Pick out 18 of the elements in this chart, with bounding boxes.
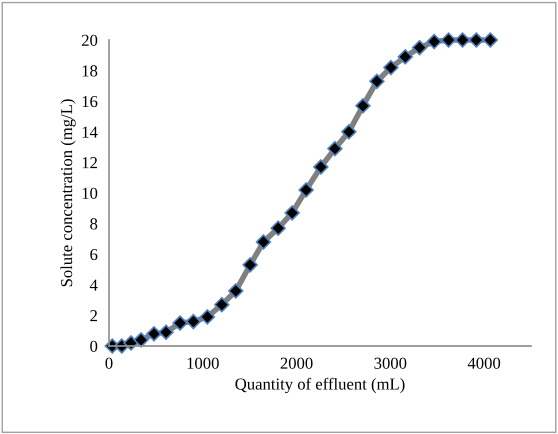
x-tick-label: 1000 — [188, 358, 219, 369]
y-tick-label: 8 — [90, 218, 98, 230]
y-tick-label: 10 — [82, 188, 98, 199]
y-tick-label: 0 — [90, 340, 98, 352]
x-tick-label: 3000 — [374, 358, 406, 369]
x-axis-title: Quantity of effluent (mL) — [235, 378, 405, 394]
y-tick-label: 6 — [90, 248, 98, 260]
y-tick-label: 18 — [82, 65, 98, 77]
y-tick-label: 2 — [90, 310, 97, 322]
x-tick-label: 2000 — [280, 358, 313, 369]
y-tick-label: 4 — [90, 280, 98, 291]
x-tick-label: 4000 — [468, 358, 500, 369]
y-tick-label: 16 — [82, 96, 98, 108]
y-tick-label: 20 — [82, 34, 98, 46]
y-tick-label: 14 — [82, 126, 98, 138]
x-tick-label: 0 — [105, 358, 113, 369]
y-tick-label: 12 — [82, 157, 97, 168]
y-axis-title: Solute concentration (mg/L) — [60, 99, 76, 286]
